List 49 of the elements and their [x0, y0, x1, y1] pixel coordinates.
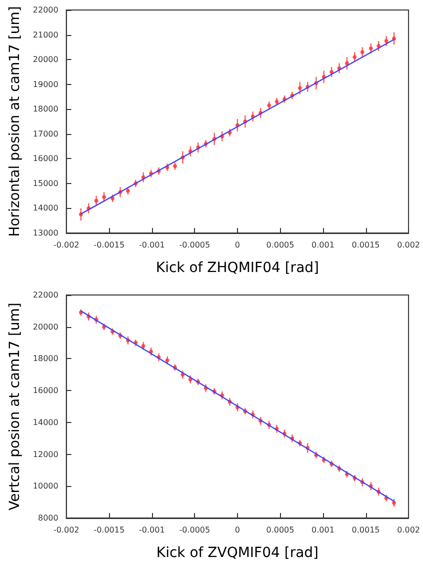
y-tick-label: 21000 — [32, 30, 58, 40]
y-axis-title: Vertcal posion at cam17 [um] — [7, 302, 23, 510]
x-tick-label: -0.0015 — [94, 240, 125, 250]
y-tick-label: 19000 — [32, 80, 58, 89]
x-tick-label: -0.001 — [139, 526, 165, 534]
x-tick-label: -0.002 — [53, 526, 80, 534]
x-tick-label: -0.0005 — [179, 526, 210, 534]
x-tick-label: 0 — [234, 526, 240, 534]
y-tick-label: 22000 — [32, 290, 58, 300]
point — [368, 46, 373, 50]
point — [330, 70, 334, 74]
y-tick-label: 16000 — [32, 154, 58, 164]
x-tick-label: 0.0015 — [352, 240, 380, 250]
x-tick-label: -0.0005 — [179, 240, 210, 250]
point — [102, 195, 106, 200]
point — [352, 55, 357, 60]
y-tick-label: 8000 — [38, 514, 58, 522]
x-tick-label: 0.001 — [312, 240, 334, 250]
x-tick-label: 0 — [234, 240, 240, 250]
x-tick-label: 0.002 — [397, 526, 420, 534]
y-tick-label: 20000 — [32, 55, 58, 64]
y-tick-label: 20000 — [32, 322, 58, 332]
x-tick-label: 0.0005 — [266, 240, 294, 250]
x-tick-label: 0.002 — [397, 240, 420, 250]
point — [94, 198, 98, 203]
y-axis-title: Horizontal posion at cam17 [um] — [7, 6, 23, 237]
y-tick-label: 10000 — [32, 482, 58, 491]
y-tick-label: 15000 — [32, 178, 58, 188]
y-tick-label: 13000 — [32, 228, 58, 238]
y-tick-label: 18000 — [32, 104, 58, 114]
x-tick-label: -0.0015 — [94, 526, 125, 534]
point — [384, 38, 388, 43]
y-tick-label: 18000 — [32, 354, 58, 364]
y-tick-label: 12000 — [32, 450, 58, 459]
y-tick-label: 14000 — [32, 204, 58, 213]
x-tick-label: -0.002 — [53, 240, 80, 250]
point — [344, 61, 349, 66]
x-tick-label: -0.001 — [139, 240, 165, 250]
y-tick-label: 16000 — [32, 386, 58, 396]
y-tick-label: 22000 — [32, 6, 58, 14]
point — [360, 50, 364, 54]
point — [298, 86, 302, 90]
x-axis-title: Kick of ZHQMIF04 [rad] — [156, 260, 319, 276]
y-tick-label: 14000 — [32, 418, 58, 427]
x-axis-title: Kick of ZVQMIF04 [rad] — [156, 545, 319, 561]
x-tick-label: 0.001 — [312, 526, 334, 534]
x-tick-label: 0.0005 — [266, 526, 294, 534]
y-tick-label: 17000 — [32, 129, 58, 138]
x-tick-label: 0.0015 — [352, 526, 380, 534]
